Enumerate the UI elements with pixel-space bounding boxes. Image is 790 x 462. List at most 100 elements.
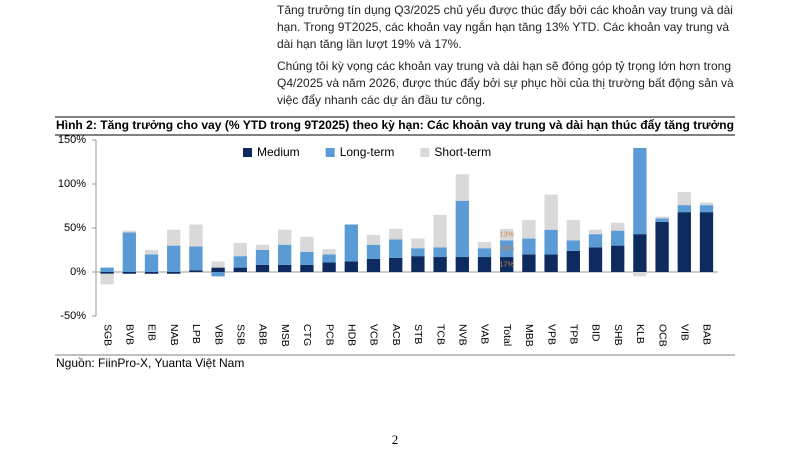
value-label: 19% <box>499 244 514 253</box>
bar-segment <box>522 254 536 272</box>
bar-segment <box>477 242 492 249</box>
bar-segment <box>699 205 714 213</box>
y-tick-label: 100% <box>58 178 86 190</box>
bar-segment <box>566 250 580 272</box>
bar-segment <box>500 228 514 241</box>
x-tick-label: NAB <box>168 324 180 346</box>
bar-segment <box>411 238 425 249</box>
bar-segment <box>433 214 447 248</box>
bar-segment <box>500 240 514 258</box>
bar-segment <box>233 267 247 272</box>
bar-segment <box>189 224 203 247</box>
bar-segment <box>655 216 669 219</box>
bar-segment <box>233 256 247 268</box>
x-tick-label: ACB <box>390 324 402 346</box>
bar-segment <box>278 264 292 272</box>
bar-segment <box>522 238 536 255</box>
bar-segment <box>300 236 314 252</box>
x-tick-label: CTG <box>301 324 313 346</box>
page-number: 2 <box>392 432 399 447</box>
source: Nguồn: FiinPro-X, Yuanta Việt Nam <box>56 356 244 370</box>
bar-segment <box>189 270 203 272</box>
bar-segment <box>278 244 292 265</box>
value-label: 13% <box>499 230 514 239</box>
bar-segment <box>677 212 691 272</box>
bar-segment <box>389 257 403 272</box>
bar-segment <box>211 267 225 272</box>
bar-segment <box>588 234 603 248</box>
bar-segment <box>122 272 136 274</box>
bar-segment <box>633 147 647 235</box>
legend-swatch <box>420 148 430 157</box>
y-tick-label: 0% <box>70 266 86 278</box>
legend-label: Short-term <box>434 145 491 159</box>
bar-segment <box>433 247 447 258</box>
legend-label: Long-term <box>340 145 395 159</box>
paragraph-line: việc đẩy nhanh các dự án đầu tư công. <box>277 93 485 107</box>
x-tick-label: TPB <box>568 324 580 344</box>
x-tick-label: Total <box>501 324 513 346</box>
bar-segment <box>544 194 558 230</box>
x-tick-label: SGB <box>101 324 113 346</box>
bar-segment <box>655 221 669 272</box>
bar-segment <box>167 272 181 274</box>
bar-segment <box>677 191 691 206</box>
bar-segment <box>366 258 381 272</box>
x-tick-label: EIB <box>146 324 158 341</box>
x-tick-label: NVB <box>457 324 469 346</box>
bar-segment <box>522 220 536 239</box>
bar-segment <box>566 220 580 241</box>
x-tick-label: TCB <box>434 324 446 345</box>
bar-segment <box>144 254 159 272</box>
x-tick-label: VBB <box>212 324 224 345</box>
bar-segment <box>255 244 270 250</box>
x-tick-label: BVB <box>124 324 136 345</box>
bar-segment <box>144 250 159 255</box>
paragraph-line: dài hạn tăng lần lượt 19% và 17%. <box>277 37 462 51</box>
legend-swatch <box>243 148 252 157</box>
bar-segment <box>344 261 358 272</box>
bar-segment <box>544 229 558 255</box>
x-tick-label: HDB <box>346 324 358 346</box>
bar-segment <box>500 257 514 272</box>
bar-segment <box>189 246 203 271</box>
bar-segment <box>611 230 625 246</box>
legend-swatch <box>325 148 335 157</box>
bar-segment <box>677 205 691 213</box>
bar-segment <box>411 248 425 257</box>
paragraph-line: Q4/2025 và năm 2026, được thúc đẩy bởi s… <box>277 76 734 90</box>
x-tick-label: VAB <box>479 324 491 344</box>
bar-segment <box>255 250 270 265</box>
x-tick-label: MBB <box>523 324 535 347</box>
x-tick-label: ABB <box>257 324 269 345</box>
bar-segment <box>477 257 492 272</box>
bar-segment <box>322 249 336 255</box>
bar-segment <box>300 251 314 265</box>
bar-segment <box>366 244 381 259</box>
x-tick-label: LPB <box>190 324 202 344</box>
bar-segment <box>433 257 447 272</box>
paragraph-line: hạn. Trong 9T2025, các khoản vay ngắn hạ… <box>277 19 729 34</box>
paragraph-line: Chúng tôi kỳ vọng các khoản vay trung và… <box>277 59 731 73</box>
x-tick-label: STB <box>412 324 424 344</box>
bar-segment <box>167 245 181 272</box>
bar-segment <box>655 218 669 222</box>
bar-segment <box>278 229 292 245</box>
bar-segment <box>100 273 114 285</box>
y-tick-label: 150% <box>58 134 86 146</box>
bar-segment <box>389 228 403 240</box>
bar-segment <box>611 222 625 231</box>
bar-segment <box>477 248 492 258</box>
bar-segment <box>633 272 647 277</box>
legend-label: Medium <box>257 145 300 159</box>
bar-segment <box>411 256 425 272</box>
bar-segment <box>122 232 136 272</box>
bar-segment <box>322 254 336 263</box>
bar-segment <box>455 200 469 258</box>
x-tick-label: BID <box>590 324 602 342</box>
bar-segment <box>588 229 603 235</box>
bar-segment <box>699 202 714 206</box>
bar-segment <box>588 247 603 272</box>
